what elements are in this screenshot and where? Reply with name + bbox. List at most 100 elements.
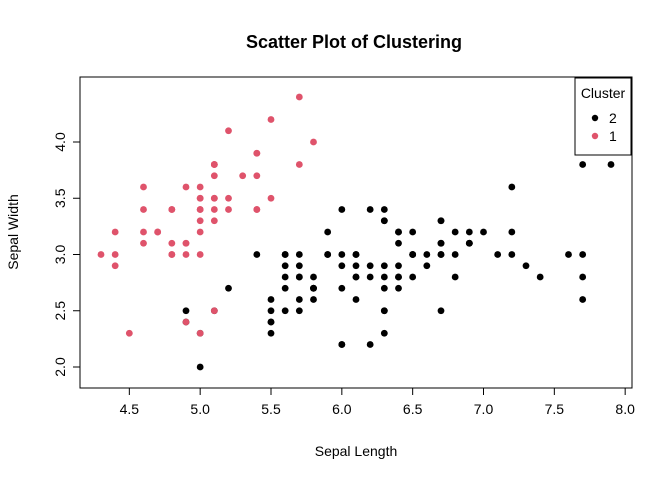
data-point-cluster-1	[111, 251, 119, 258]
data-point-cluster-2	[253, 251, 261, 258]
data-point-cluster-2	[423, 262, 431, 270]
data-point-cluster-1	[253, 172, 261, 180]
data-point-cluster-2	[338, 262, 346, 270]
data-point-cluster-2	[437, 251, 445, 258]
data-point-cluster-2	[395, 273, 402, 281]
legend-label-cluster-1: 1	[609, 128, 617, 144]
data-point-cluster-2	[380, 329, 388, 337]
data-point-cluster-2	[281, 307, 289, 315]
data-point-cluster-2	[338, 341, 346, 348]
data-point-cluster-1	[140, 228, 147, 236]
data-point-cluster-1	[168, 239, 176, 247]
data-point-cluster-2	[338, 251, 346, 258]
data-point-cluster-1	[267, 194, 275, 202]
data-point-cluster-1	[196, 217, 204, 225]
data-point-cluster-1	[125, 329, 133, 337]
data-point-cluster-2	[508, 251, 516, 258]
data-point-cluster-2	[182, 307, 190, 315]
data-point-cluster-2	[352, 251, 360, 258]
x-tick-label: 5.0	[190, 401, 210, 417]
data-point-cluster-1	[196, 206, 204, 213]
data-point-cluster-1	[210, 206, 218, 213]
data-point-cluster-2	[310, 273, 317, 281]
x-tick-label: 4.5	[120, 401, 140, 417]
data-point-cluster-2	[281, 251, 289, 258]
data-point-cluster-1	[295, 161, 303, 168]
x-axis-label: Sepal Length	[315, 443, 398, 459]
data-point-cluster-2	[536, 273, 544, 281]
data-point-cluster-2	[352, 262, 360, 270]
chart-title: Scatter Plot of Clustering	[246, 32, 462, 52]
data-point-cluster-2	[395, 239, 402, 247]
data-point-cluster-1	[168, 251, 176, 258]
data-point-cluster-2	[409, 251, 417, 258]
data-point-cluster-2	[324, 251, 332, 258]
data-point-cluster-1	[111, 262, 119, 270]
data-point-cluster-2	[437, 239, 445, 247]
data-point-cluster-2	[565, 251, 572, 258]
data-point-cluster-1	[196, 251, 204, 258]
data-point-cluster-2	[579, 273, 587, 281]
data-point-cluster-1	[196, 194, 204, 202]
data-point-cluster-2	[324, 228, 332, 236]
data-point-cluster-2	[366, 262, 374, 270]
data-point-cluster-2	[579, 296, 587, 303]
data-point-cluster-2	[451, 273, 459, 281]
x-tick-label: 6.5	[403, 401, 423, 417]
data-point-cluster-1	[140, 206, 147, 213]
data-point-cluster-2	[465, 239, 473, 247]
data-point-cluster-2	[281, 284, 289, 292]
data-point-cluster-1	[168, 206, 176, 213]
data-point-cluster-2	[281, 273, 289, 281]
legend: Cluster 2 1	[574, 77, 632, 156]
data-point-cluster-1	[267, 116, 275, 123]
y-axis: 2.0 2.5 3.0 3.5 4.0	[52, 132, 81, 377]
legend-title: Cluster	[581, 85, 626, 101]
data-point-cluster-2	[338, 284, 346, 292]
data-point-cluster-1	[310, 138, 317, 146]
data-point-cluster-2	[281, 262, 289, 270]
data-point-cluster-2	[366, 273, 374, 281]
data-point-cluster-2	[267, 318, 275, 326]
data-point-cluster-1	[196, 228, 204, 236]
y-tick-label: 4.0	[52, 132, 68, 152]
data-point-cluster-2	[352, 273, 360, 281]
data-point-cluster-2	[437, 307, 445, 315]
data-point-cluster-2	[494, 251, 502, 258]
data-point-cluster-2	[579, 251, 587, 258]
data-point-cluster-1	[295, 93, 303, 101]
legend-box	[574, 77, 632, 156]
y-tick-label: 3.0	[52, 245, 68, 265]
data-point-cluster-2	[366, 206, 374, 213]
data-point-cluster-2	[508, 228, 516, 236]
y-tick-label: 2.5	[52, 301, 68, 321]
data-point-cluster-1	[182, 183, 190, 191]
legend-label-cluster-2: 2	[609, 110, 617, 126]
data-point-cluster-2	[267, 307, 275, 315]
y-axis-label: Sepal Width	[5, 194, 21, 269]
data-point-cluster-1	[140, 183, 147, 191]
data-point-cluster-2	[607, 161, 615, 168]
data-point-cluster-2	[395, 262, 402, 270]
data-point-cluster-2	[451, 251, 459, 258]
data-point-cluster-2	[295, 307, 303, 315]
data-point-cluster-1	[210, 172, 218, 180]
data-point-cluster-2	[267, 329, 275, 337]
data-point-cluster-2	[380, 273, 388, 281]
legend-marker-cluster-2	[591, 114, 599, 122]
data-points	[97, 93, 615, 371]
data-point-cluster-1	[225, 206, 232, 213]
data-point-cluster-1	[210, 161, 218, 168]
y-tick-label: 2.0	[52, 357, 68, 377]
data-point-cluster-2	[508, 183, 516, 191]
data-point-cluster-1	[253, 149, 261, 157]
data-point-cluster-2	[310, 296, 317, 303]
data-point-cluster-2	[295, 273, 303, 281]
data-point-cluster-2	[310, 284, 317, 292]
data-point-cluster-2	[267, 296, 275, 303]
y-tick-label: 3.5	[52, 188, 68, 208]
data-point-cluster-2	[451, 228, 459, 236]
data-point-cluster-2	[338, 206, 346, 213]
data-point-cluster-1	[97, 251, 105, 258]
data-point-cluster-1	[182, 318, 190, 326]
